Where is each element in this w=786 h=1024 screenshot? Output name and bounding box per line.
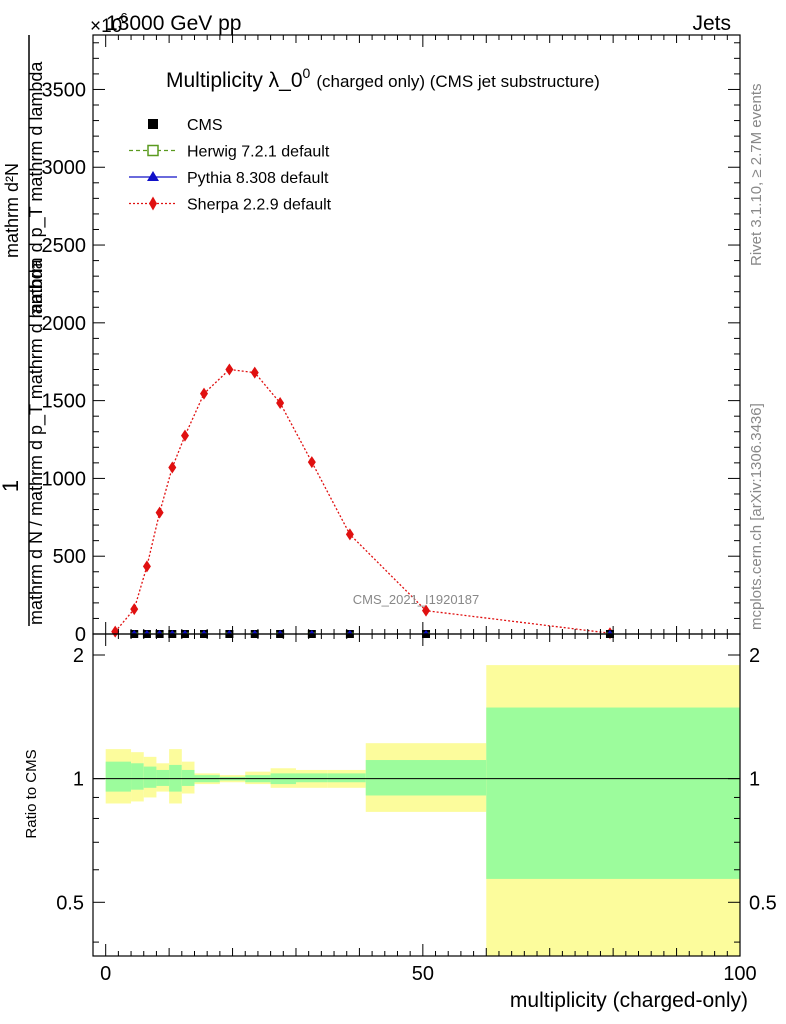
main-y-tick-label: 3500 (42, 79, 87, 101)
sherpa-point-8 (250, 366, 259, 379)
y-axis-label: 1 mathrm d N / mathrm d p_T mathrm d lam… (0, 35, 47, 626)
pythia-point-2 (156, 630, 163, 634)
ratio-y-tick-label-right: 0.5 (749, 892, 777, 914)
ratio-frame (92, 633, 741, 957)
legend-marker-pythia (147, 171, 159, 181)
x-tick-label: 0 (100, 963, 111, 985)
ratio-inner-band-0 (105, 761, 132, 792)
y-label-numerator: 1 (0, 480, 23, 492)
pythia-point-10 (346, 630, 353, 634)
legend-label-3: Sherpa 2.2.9 default (187, 197, 332, 214)
pythia-point-11 (423, 630, 430, 634)
main-y-tick-label: 1000 (42, 468, 87, 490)
ratio-plot-bands (105, 665, 740, 956)
pythia-point-3 (169, 630, 176, 634)
ratio-inner-band-13 (486, 707, 740, 879)
ratio-y-tick-label-right: 1 (749, 769, 760, 791)
x-axis-label: multiplicity (charged-only) (510, 989, 748, 1012)
y-exponent-label: ×10 (90, 16, 122, 37)
legend-label-0: CMS (187, 117, 223, 134)
main-y-tick-label: 1500 (42, 391, 87, 413)
ratio-inner-band-12 (365, 760, 487, 796)
y-label-fraction-line-3: mathrm d p_T mathrm d lambda (26, 61, 47, 319)
main-plot-series (111, 363, 614, 640)
legend-marker-cms (148, 119, 158, 129)
sherpa-point-5 (180, 429, 189, 442)
main-y-tick-label: 500 (53, 546, 86, 568)
y-exponent-power: -6 (116, 10, 128, 25)
rivet-label: Rivet 3.1.10, ≥ 2.7M events (748, 84, 765, 267)
ratio-y-tick-label-left: 1 (73, 769, 84, 791)
x-tick-label: 50 (412, 963, 434, 985)
main-y-tick-label: 0 (75, 624, 86, 646)
y-label-fraction-line-1: mathrm d N / mathrm d p_T mathrm d lambd… (26, 258, 47, 625)
pythia-point-1 (143, 630, 150, 634)
y-label-fraction-line-2: mathrm d²N (2, 163, 22, 258)
pythia-point-0 (131, 630, 138, 634)
ratio-inner-band-1 (131, 763, 144, 790)
legend-label-2: Pythia 8.308 default (187, 170, 329, 187)
process-label: Jets (692, 12, 731, 35)
mcplots-label: mcplots.cern.ch [arXiv:1306.3436] (748, 403, 765, 630)
ratio-inner-band-2 (143, 766, 157, 788)
legend-marker-herwig (147, 144, 159, 157)
plot-frames (92, 34, 741, 957)
sherpa-point-2 (142, 560, 151, 573)
legend-label-1: Herwig 7.2.1 default (187, 144, 330, 161)
pythia-point-12 (606, 630, 613, 634)
sherpa-point-10 (307, 456, 316, 469)
axis-tick-labels: 0 500 1000 1500 2000 2500 3000 3500 0 50 100 0.5 0.5… (42, 79, 777, 985)
x-tick-label: 100 (723, 963, 756, 985)
watermark: CMS_2021_I1920187 (353, 592, 480, 607)
pythia-point-7 (251, 630, 258, 634)
ratio-inner-band-5 (181, 769, 195, 786)
ratio-y-tick-label-left: 2 (73, 645, 84, 667)
ratio-inner-band-3 (156, 769, 170, 786)
pythia-point-6 (226, 630, 233, 634)
chart-title: Multiplicity λ_00 (charged only) (CMS jet… (166, 65, 600, 92)
sherpa-point-12 (422, 604, 431, 617)
pythia-point-8 (277, 630, 284, 634)
chart-title-main: Multiplicity λ_0 (166, 69, 303, 92)
legend-marker-sherpa (149, 196, 157, 211)
legend: CMS Herwig 7.2.1 default Pythia 8.308 defa… (129, 117, 332, 214)
main-y-tick-label: 3000 (42, 157, 87, 179)
sherpa-point-0 (111, 625, 120, 638)
main-y-tick-label: 2000 (42, 313, 87, 335)
chart-title-rest: (charged only) (CMS jet substructure) (316, 72, 599, 91)
pythia-point-4 (181, 630, 188, 634)
pythia-point-9 (308, 630, 315, 634)
pythia-point-5 (201, 630, 208, 634)
energy-label: 13000 GeV pp (106, 12, 241, 35)
sherpa-point-7 (225, 363, 234, 376)
ratio-y-label: Ratio to CMS (23, 749, 40, 838)
ratio-inner-band-10 (295, 773, 328, 783)
ratio-y-tick-label-right: 2 (749, 645, 760, 667)
sherpa-point-6 (200, 387, 209, 400)
sherpa-point-4 (168, 461, 177, 474)
ratio-inner-band-11 (327, 773, 366, 783)
ratio-y-tick-label-left: 0.5 (56, 892, 84, 914)
sherpa-point-9 (276, 396, 285, 409)
sherpa-point-3 (155, 506, 164, 519)
main-y-tick-label: 2500 (42, 235, 87, 257)
sherpa-point-1 (130, 603, 139, 616)
sherpa-point-11 (345, 528, 354, 541)
chart-title-sup: 0 (303, 65, 311, 81)
axis-ticks (93, 35, 741, 956)
